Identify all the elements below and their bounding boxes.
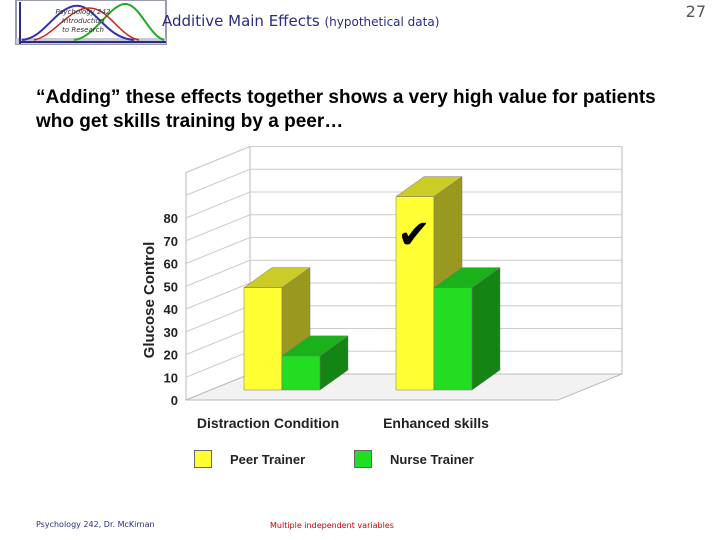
logo-line-3: to Research [62, 26, 104, 34]
gridline-side [185, 191, 251, 219]
bar-top [243, 267, 311, 288]
y-tick-label: 0 [171, 393, 178, 408]
slide-title-main: Additive Main Effects [162, 12, 320, 30]
bar-top [433, 267, 501, 288]
y-tick-label: 30 [164, 325, 178, 340]
bar-top [395, 176, 463, 197]
gridline-side [185, 305, 251, 333]
bar-front-nurse-trainer [281, 355, 321, 391]
y-tick-label: 70 [164, 234, 178, 249]
slide-title-sub: (hypothetical data) [324, 15, 440, 29]
bar-front-peer-trainer [243, 287, 283, 391]
gridline-side [185, 328, 251, 355]
legend-item-nurse: Nurse Trainer [354, 450, 474, 468]
course-logo [15, 0, 167, 45]
gridline-side [185, 259, 251, 287]
legend-swatch-nurse [354, 450, 372, 468]
x-category-label: Enhanced skills [383, 415, 489, 431]
gridline-side [185, 146, 251, 173]
legend-label-peer: Peer Trainer [230, 451, 306, 467]
y-tick-label: 20 [164, 348, 178, 363]
bar-side [471, 267, 501, 391]
y-tick-label: 60 [164, 257, 178, 272]
gridline-side [185, 168, 251, 196]
y-tick-label: 40 [164, 302, 178, 317]
footer-topic: Multiple independent variables [270, 521, 394, 530]
bar-front-peer-trainer [395, 196, 435, 391]
y-tick-label: 80 [164, 211, 178, 226]
gridline-side [185, 282, 251, 310]
gridline-side [185, 350, 251, 378]
y-axis-label: Glucose Control [141, 242, 158, 359]
slide-number: 27 [685, 2, 706, 21]
logo-line-2: Introduction [61, 17, 105, 25]
bar-chart: 0 10 20 30 40 50 60 70 80 Glucose Control ✔ Distrac… [141, 145, 623, 431]
logo-line-1: Psychology 242 [55, 8, 111, 16]
y-tick-label: 10 [164, 370, 178, 385]
gridline-side [185, 214, 251, 242]
gridline-side [185, 237, 251, 264]
legend-swatch-peer [194, 450, 212, 468]
x-category-label: Distraction Condition [197, 415, 339, 431]
logo-text: Psychology 242 Introduction to Research [38, 8, 128, 35]
bar-top [281, 335, 349, 357]
legend-item-peer: Peer Trainer [194, 450, 305, 468]
footer-course: Psychology 242, Dr. McKirnan [36, 520, 155, 529]
checkmark-annotation: ✔ [397, 212, 431, 258]
legend-label-nurse: Nurse Trainer [390, 451, 474, 467]
headline: “Adding” these effects together shows a … [36, 87, 656, 132]
y-tick-label: 50 [164, 279, 178, 294]
bar-front-nurse-trainer [433, 287, 473, 391]
slide-title: Additive Main Effects (hypothetical data… [162, 12, 439, 30]
